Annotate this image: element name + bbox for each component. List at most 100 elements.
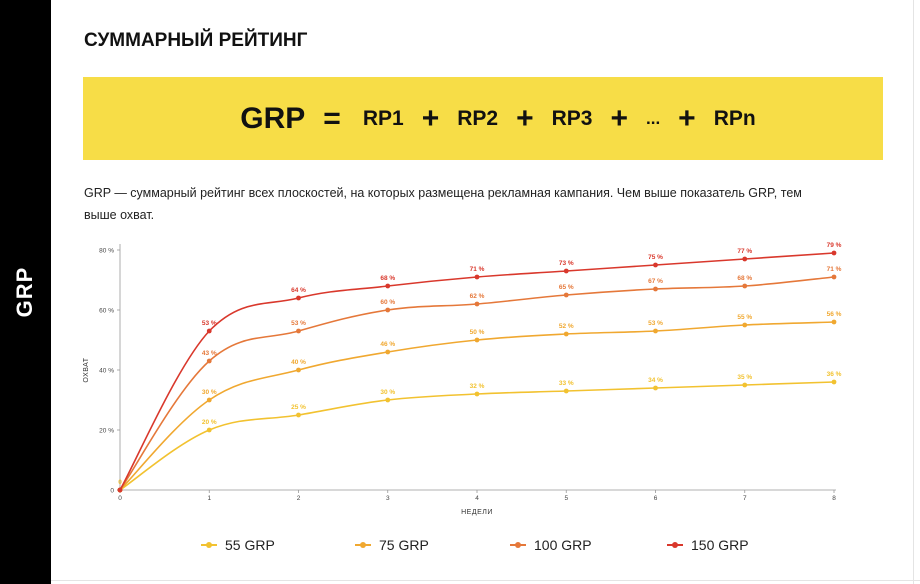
formula-plus: +	[421, 101, 440, 135]
x-axis-title: НЕДЕЛИ	[461, 509, 493, 516]
data-point	[206, 328, 212, 334]
data-label: 71 %	[827, 266, 842, 273]
data-point	[206, 397, 212, 403]
formula-plus: +	[610, 101, 628, 135]
data-point	[385, 307, 391, 313]
data-label: 40 %	[291, 359, 306, 366]
data-point	[742, 322, 748, 328]
y-tick-label: 20 %	[99, 428, 114, 435]
series-line	[119, 381, 835, 491]
data-point	[474, 391, 480, 397]
formula-lhs: GRP	[240, 101, 306, 135]
y-tick-label: 80 %	[99, 248, 114, 255]
data-point	[831, 274, 837, 280]
data-point	[742, 382, 748, 388]
data-point	[296, 328, 301, 334]
data-point	[831, 319, 837, 325]
legend-dot	[206, 542, 212, 548]
data-point	[563, 388, 569, 394]
formula-term-rp3: RP3	[551, 106, 593, 130]
data-point	[296, 295, 301, 301]
data-label: 20 %	[202, 419, 217, 426]
data-label: 53 %	[648, 320, 663, 327]
data-label: 33 %	[559, 380, 574, 387]
data-point	[653, 262, 658, 268]
legend-swatch	[201, 542, 217, 548]
data-point	[563, 292, 569, 298]
legend-item: 100 GRP	[510, 535, 592, 555]
legend-swatch	[510, 542, 526, 548]
y-tick-label: 40 %	[99, 368, 114, 375]
data-label: 73 %	[559, 260, 574, 267]
legend-item: 55 GRP	[201, 535, 275, 555]
formula-equals: =	[323, 101, 341, 135]
x-tick-label: 1	[207, 495, 211, 502]
x-tick-label: 7	[743, 495, 747, 502]
page-title: СУММАРНЫЙ РЕЙТИНГ	[84, 30, 308, 51]
description: GRP — суммарный рейтинг всех плоскостей,…	[84, 186, 802, 222]
legend-swatch	[355, 542, 371, 548]
data-point	[385, 397, 391, 403]
legend-item: 75 GRP	[355, 535, 429, 555]
data-label: 50 %	[470, 329, 485, 336]
data-label: 0	[118, 479, 122, 486]
data-label: 64 %	[291, 287, 306, 294]
data-label: 36 %	[827, 371, 842, 378]
series-line	[119, 321, 835, 491]
data-label: 77 %	[737, 248, 752, 255]
sidebar: GRP	[0, 0, 51, 584]
series-line	[119, 276, 835, 491]
legend-label: 100 GRP	[534, 537, 592, 553]
formula-term-rp2: RP2	[457, 106, 499, 130]
formula-term-rpn: RPn	[713, 106, 756, 130]
data-point	[474, 337, 480, 343]
data-label: 55 %	[737, 314, 752, 321]
data-label: 60 %	[380, 299, 395, 306]
data-label: 68 %	[737, 275, 752, 282]
data-point	[474, 301, 480, 307]
data-label: 30 %	[380, 389, 395, 396]
data-point	[831, 379, 837, 385]
formula-plus: +	[678, 101, 696, 135]
legend-label: 150 GRP	[691, 537, 749, 553]
data-point	[296, 367, 301, 373]
legend-dot	[360, 542, 366, 548]
x-tick-label: 3	[386, 495, 390, 502]
legend-dot	[515, 542, 521, 548]
x-tick-label: 2	[297, 495, 301, 502]
data-point	[653, 286, 658, 292]
data-point	[385, 349, 391, 355]
data-label: 32 %	[470, 383, 485, 390]
data-point	[474, 274, 480, 280]
series-line	[119, 252, 835, 491]
data-label: 34 %	[648, 377, 663, 384]
data-label: 52 %	[559, 323, 574, 330]
data-label: 35 %	[737, 374, 752, 381]
data-point	[385, 283, 391, 289]
data-point	[831, 250, 837, 256]
data-label: 65 %	[559, 284, 574, 291]
legend-label: 75 GRP	[379, 537, 429, 553]
formula-ellipsis: ...	[646, 108, 661, 128]
y-tick-label: 60 %	[99, 308, 114, 315]
formula-plus: +	[516, 101, 534, 135]
data-label: 56 %	[827, 311, 842, 318]
data-point	[653, 328, 658, 334]
y-axis-title: ОХВАТ	[83, 357, 90, 382]
data-label: 53 %	[291, 320, 306, 327]
legend-swatch	[667, 542, 683, 548]
x-tick-label: 6	[654, 495, 658, 502]
data-point	[742, 283, 748, 289]
legend-label: 55 GRP	[225, 537, 275, 553]
x-tick-label: 8	[832, 495, 836, 502]
x-tick-label: 4	[475, 495, 479, 502]
x-tick-label: 5	[564, 495, 568, 502]
formula: GRP = RP1 + RP2 + RP3 + ... + RPn	[83, 77, 883, 160]
data-point	[563, 268, 569, 274]
right-border	[913, 0, 914, 584]
data-point	[206, 427, 212, 433]
data-label: 75 %	[648, 254, 663, 261]
data-label: 62 %	[470, 293, 485, 300]
data-point	[653, 385, 658, 391]
data-label: 25 %	[291, 404, 306, 411]
